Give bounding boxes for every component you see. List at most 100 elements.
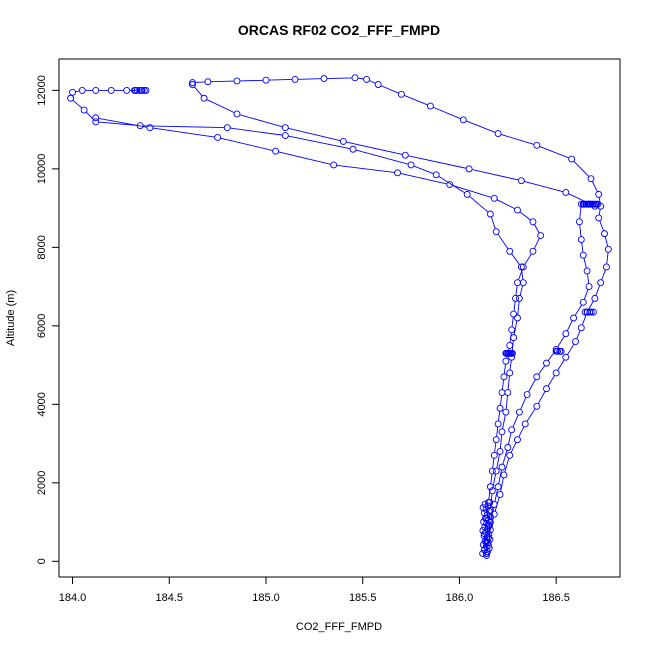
series-segment xyxy=(492,458,495,469)
data-point xyxy=(575,218,583,226)
series-segment xyxy=(510,442,517,453)
series-segment xyxy=(576,330,581,339)
series-segment xyxy=(579,207,582,219)
data-point xyxy=(496,491,504,499)
x-tick-label: 185.5 xyxy=(349,592,377,604)
series-segment xyxy=(604,236,609,247)
data-point xyxy=(479,541,487,549)
data-point xyxy=(582,200,590,208)
data-point xyxy=(533,141,541,149)
data-point xyxy=(498,428,506,436)
y-tick-label: 6000 xyxy=(36,314,48,338)
data-point xyxy=(480,518,488,526)
data-point xyxy=(529,218,537,226)
data-point xyxy=(498,389,506,397)
series-segment xyxy=(494,489,498,502)
y-tick-label: 2000 xyxy=(36,471,48,495)
series-segment xyxy=(497,233,509,250)
data-point xyxy=(506,342,514,349)
data-point xyxy=(504,349,512,357)
series-segment xyxy=(583,289,589,300)
data-point xyxy=(92,118,100,126)
series-segment xyxy=(490,517,494,528)
series-segment xyxy=(568,193,593,206)
data-point xyxy=(481,500,489,508)
series-segment xyxy=(557,359,565,371)
series-segment xyxy=(194,86,203,97)
series-segment xyxy=(98,121,138,126)
series-segment xyxy=(524,180,564,193)
data-point xyxy=(426,102,434,110)
data-series xyxy=(189,81,599,559)
series-segment xyxy=(519,285,523,296)
series-segment xyxy=(355,149,409,165)
series-segment xyxy=(438,175,465,194)
series-segment xyxy=(98,117,148,128)
data-point xyxy=(330,161,338,169)
data-point xyxy=(506,247,514,255)
data-point xyxy=(587,175,595,183)
series-segment xyxy=(601,269,606,281)
data-point xyxy=(508,426,516,434)
series-segment xyxy=(278,151,331,165)
series-segment xyxy=(508,432,512,445)
data-point xyxy=(507,349,515,357)
y-tick-label: 10000 xyxy=(36,154,48,185)
series-segment xyxy=(336,164,395,173)
data-point xyxy=(490,451,498,459)
series-segment xyxy=(581,242,584,253)
data-point xyxy=(579,251,587,259)
series-segment xyxy=(573,160,590,177)
data-point xyxy=(586,308,594,316)
series-segment xyxy=(526,408,536,422)
series-segment xyxy=(413,165,434,175)
data-point xyxy=(591,294,599,302)
data-point xyxy=(320,75,328,83)
series-segment xyxy=(230,127,283,136)
chart-title: ORCAS RF02 CO2_FFF_FMPD xyxy=(238,22,440,38)
data-point xyxy=(580,200,588,208)
data-point xyxy=(140,86,148,94)
series-segment xyxy=(509,360,512,371)
series-segment xyxy=(502,415,506,429)
data-point xyxy=(506,451,514,459)
data-point xyxy=(486,498,494,506)
series-segment xyxy=(533,238,540,249)
series-segment xyxy=(539,146,570,159)
data-point xyxy=(595,214,603,222)
data-point xyxy=(552,369,560,377)
data-point xyxy=(481,514,489,522)
series-segment xyxy=(574,304,583,316)
y-tick-label: 12000 xyxy=(36,75,48,106)
series-segment xyxy=(519,211,531,221)
data-point xyxy=(496,447,504,455)
data-point xyxy=(446,181,454,189)
series-segment xyxy=(567,343,575,355)
series-segment xyxy=(327,77,352,79)
series-segment xyxy=(501,379,505,390)
series-segment xyxy=(288,135,351,150)
data-point xyxy=(132,86,139,94)
data-point xyxy=(570,314,578,322)
data-point xyxy=(529,247,537,255)
data-point xyxy=(492,228,500,236)
data-point xyxy=(585,283,593,291)
data-point xyxy=(349,145,357,153)
y-axis: 0 2000 4000 6000 8000 10000 12000 xyxy=(36,75,60,564)
series-segment xyxy=(579,224,582,237)
data-point xyxy=(291,75,299,83)
data-point xyxy=(351,74,359,82)
data-point xyxy=(214,134,222,141)
data-series xyxy=(92,114,545,553)
series-segment xyxy=(496,426,499,437)
data-point xyxy=(272,147,280,155)
data-point xyxy=(486,483,494,491)
series-segment xyxy=(587,273,590,284)
data-point xyxy=(502,357,510,365)
series-segment xyxy=(357,77,364,80)
series-segment xyxy=(206,99,235,114)
data-point xyxy=(514,206,521,214)
series-segment xyxy=(509,332,512,343)
series-segment xyxy=(511,253,520,265)
series-segment xyxy=(433,106,461,120)
